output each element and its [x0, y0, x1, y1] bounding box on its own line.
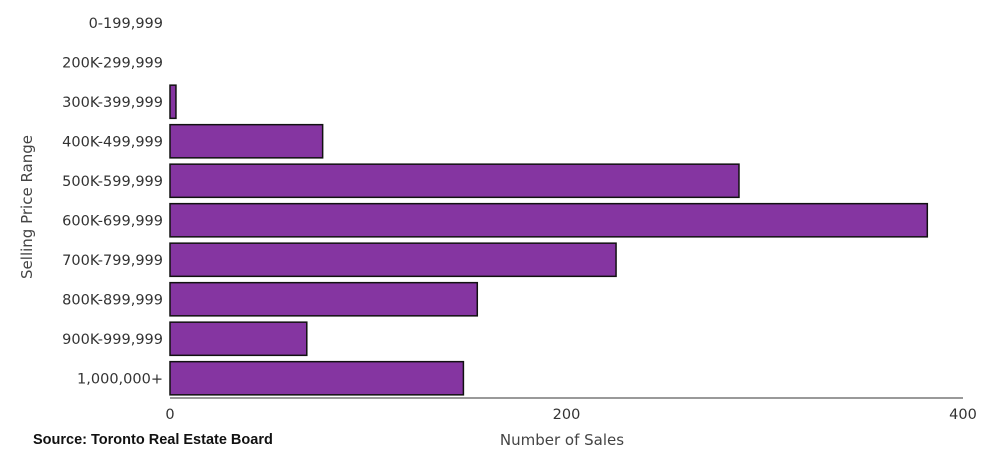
- bar-3: [169, 84, 177, 120]
- y-tick-label: 500K-599,999: [62, 174, 163, 190]
- x-axis-title: Number of Sales: [500, 431, 624, 449]
- x-tick-label: 400: [949, 407, 977, 423]
- y-tick-labels: 0-199,999 200K-299,999 300K-399,999 400K-49…: [62, 16, 163, 388]
- y-tick-label: 700K-799,999: [62, 253, 163, 269]
- y-tick-label: 600K-699,999: [62, 213, 163, 229]
- bar-5: [169, 163, 740, 199]
- bar-10: [169, 360, 465, 396]
- y-tick-label: 0-199,999: [89, 16, 163, 32]
- bars-group: [169, 84, 929, 396]
- bar-7: [169, 242, 617, 278]
- y-tick-label: 800K-899,999: [62, 292, 163, 308]
- x-tick-label: 0: [165, 407, 174, 423]
- bar-8: [169, 281, 479, 317]
- y-axis-title: Selling Price Range: [18, 135, 36, 279]
- x-tick-label: 200: [553, 407, 581, 423]
- bar-4: [169, 123, 324, 159]
- x-tick-labels: 0 200 400: [165, 407, 976, 423]
- y-tick-label: 400K-499,999: [62, 134, 163, 150]
- bar-6: [169, 202, 929, 238]
- y-tick-label: 300K-399,999: [62, 95, 163, 111]
- bar-9: [169, 321, 308, 357]
- y-tick-label: 900K-999,999: [62, 332, 163, 348]
- source-note: Source: Toronto Real Estate Board: [33, 432, 273, 448]
- y-tick-label: 200K-299,999: [62, 55, 163, 71]
- y-tick-label: 1,000,000+: [77, 371, 163, 387]
